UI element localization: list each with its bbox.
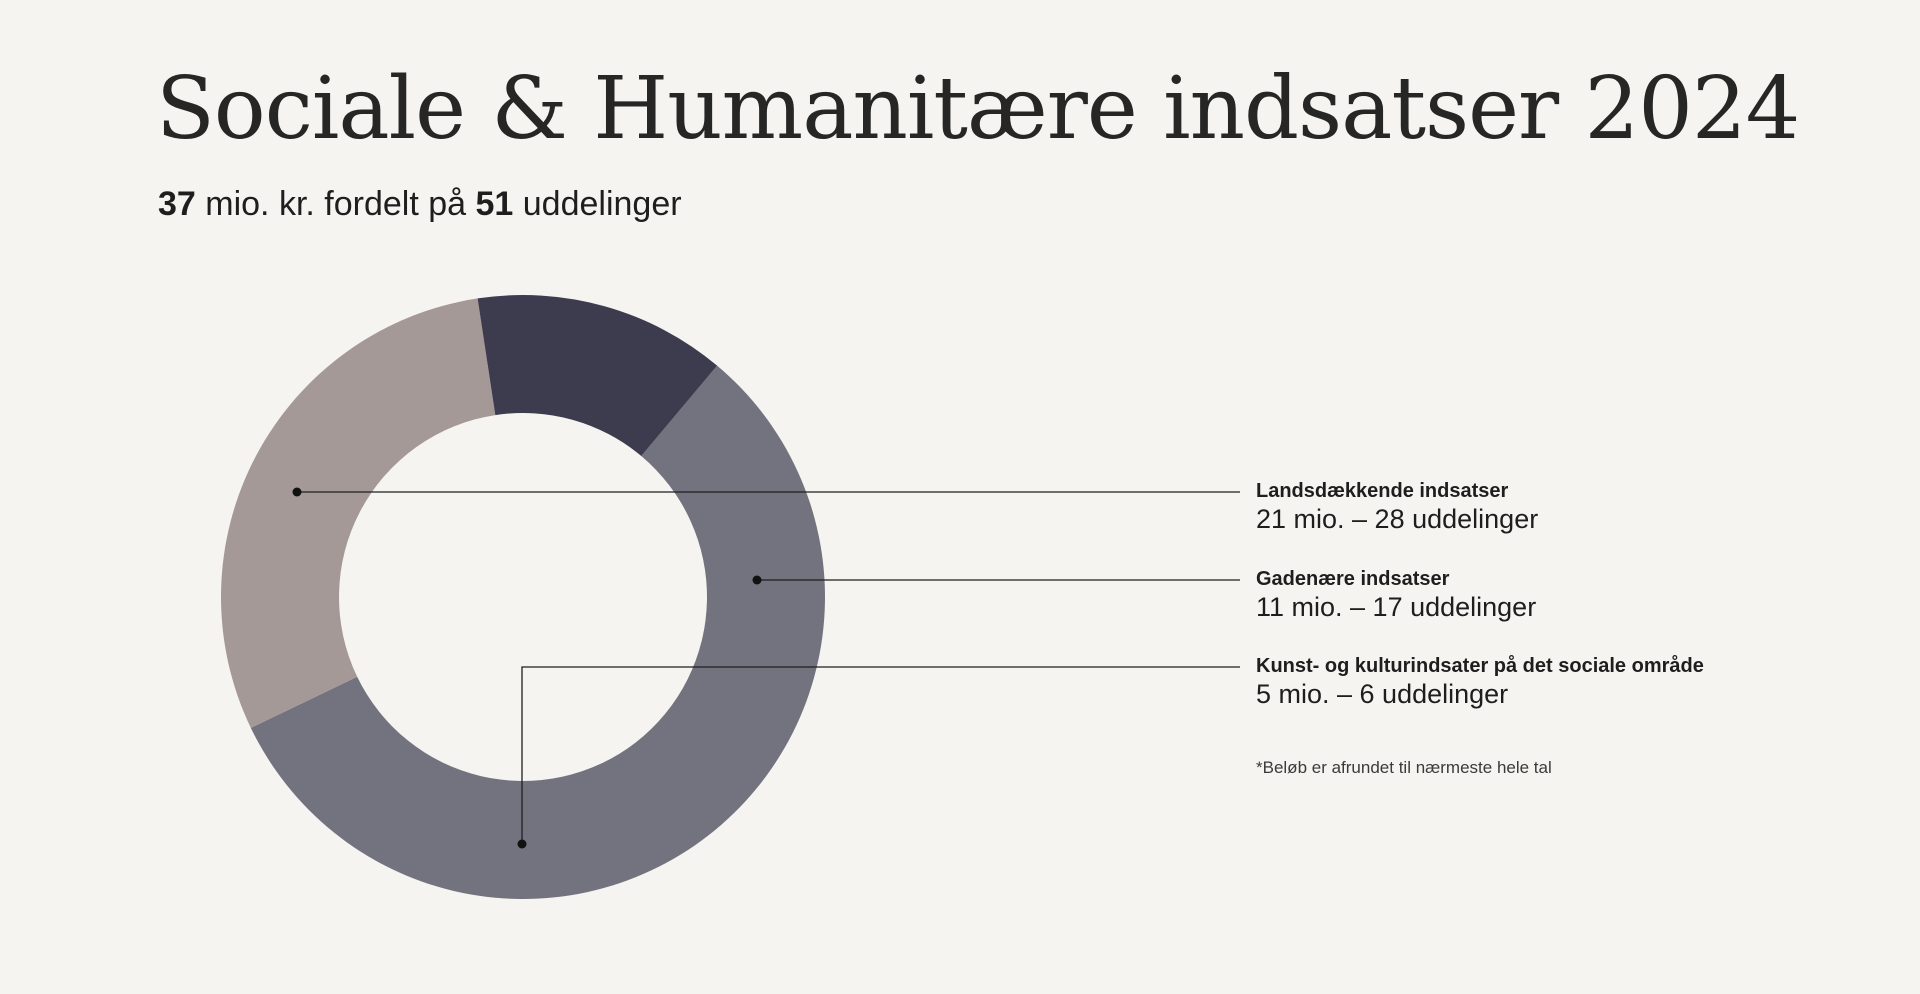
legend-item-landsdaekkende: Landsdækkende indsatser 21 mio. – 28 udd… (1256, 478, 1538, 534)
leader-kunst-og-kultur-line (521, 666, 1240, 844)
total-grants: 51 (475, 185, 514, 223)
leader-landsdaekkende-dot (292, 487, 302, 497)
leader-kunst-og-kultur-dot (517, 839, 527, 849)
page-title: Sociale & Humanitære indsatser 2024 (156, 59, 1800, 159)
amount-text: mio. kr. fordelt på (195, 185, 476, 223)
legend-name: Landsdækkende indsatser (1256, 480, 1509, 502)
legend-value: 21 mio. – 28 uddelinger (1256, 504, 1539, 534)
legend-value: 11 mio. – 17 uddelinger (1256, 592, 1537, 622)
footnote: *Beløb er afrundet til nærmeste hele tal (1256, 758, 1552, 777)
legend-value: 5 mio. – 6 uddelinger (1256, 679, 1509, 709)
legend-item-gadenaere: Gadenære indsatser 11 mio. – 17 uddeling… (1256, 566, 1536, 622)
legend-name: Kunst- og kulturindsater på det sociale … (1256, 655, 1704, 677)
legend-item-kunst-og-kultur: Kunst- og kulturindsater på det sociale … (1256, 653, 1704, 709)
slice-gadenaere (220, 298, 496, 728)
grants-text: uddelinger (513, 185, 682, 223)
legend-name: Gadenære indsatser (1256, 568, 1450, 590)
summary-line: 37 mio. kr. fordelt på 51 uddelinger (158, 184, 682, 224)
total-amount: 37 (158, 185, 196, 223)
slice-landsdaekkende (250, 365, 826, 900)
leader-gadenaere-dot (752, 575, 762, 585)
slice-kunst-og-kultur (477, 295, 718, 457)
